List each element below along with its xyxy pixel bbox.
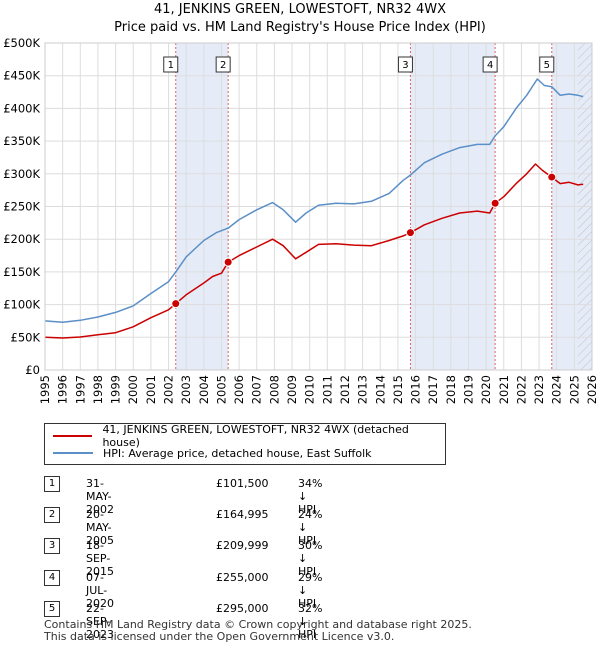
chart-title-line2: Price paid vs. HM Land Registry's House … xyxy=(114,20,486,35)
sale-point-marker xyxy=(223,257,233,267)
y-tick-label: £450K xyxy=(3,69,40,83)
sale-point-marker xyxy=(547,172,557,182)
price-chart: 1 2 3 4 5 £0 £50K £100K £150K £200K £250K £300K £35… xyxy=(3,36,599,404)
x-tick-label: 2019 xyxy=(461,375,475,404)
sale-label-number: 5 xyxy=(544,60,550,71)
x-tick-label: 2009 xyxy=(285,375,299,404)
transaction-hpi-diff: 24% ↓ HPI xyxy=(298,508,323,548)
x-tick-label: 1999 xyxy=(109,375,123,404)
transaction-price: £295,000 xyxy=(216,601,269,615)
y-tick-label: £50K xyxy=(11,330,41,344)
sale-label-number: 2 xyxy=(220,60,226,71)
y-tick-label: £400K xyxy=(3,101,40,115)
x-tick-label: 2025 xyxy=(567,375,581,404)
x-tick-label: 1996 xyxy=(56,375,70,404)
hpi-series-line xyxy=(44,78,584,324)
y-tick-label: £150K xyxy=(3,265,40,279)
x-tick-label: 2024 xyxy=(550,375,564,404)
y-tick-label: £100K xyxy=(3,298,40,312)
legend-label-property: 41, JENKINS GREEN, LOWESTOFT, NR32 4WX (… xyxy=(102,423,409,449)
y-tick-label: £200K xyxy=(3,232,40,246)
x-tick-label: 2010 xyxy=(303,375,317,404)
x-tick-label: 2013 xyxy=(356,375,370,404)
transaction-hpi-diff: 29% ↓ HPI xyxy=(298,570,323,610)
x-tick-label: 2007 xyxy=(250,375,264,404)
legend-label-hpi: HPI: Average price, detached house, East… xyxy=(103,446,372,460)
transaction-number-badge: 4 xyxy=(44,569,60,586)
transaction-number-badge: 5 xyxy=(44,600,60,617)
x-tick-label: 2005 xyxy=(214,375,228,404)
transaction-price: £101,500 xyxy=(216,477,269,490)
sale-label-box xyxy=(397,56,413,73)
sale-point-marker xyxy=(405,228,415,238)
x-tick-label: 2017 xyxy=(426,375,440,404)
sale-label-box xyxy=(482,56,498,73)
x-tick-label: 1997 xyxy=(73,375,87,404)
x-tick-label: 2022 xyxy=(514,375,528,404)
footer-line-1: Contains HM Land Registry data © Crown c… xyxy=(44,618,472,631)
x-tick-label: 2015 xyxy=(391,375,405,404)
transaction-number-badge: 1 xyxy=(44,476,60,492)
transaction-number-badge: 2 xyxy=(44,507,60,524)
transaction-price: £209,999 xyxy=(216,539,269,553)
x-tick-label: 2001 xyxy=(144,375,158,404)
sale-label-box xyxy=(163,56,179,73)
y-tick-label: £350K xyxy=(3,134,40,148)
legend-item-hpi: HPI: Average price, detached house, East… xyxy=(53,445,372,461)
sale-label-number: 4 xyxy=(487,60,493,71)
x-tick-label: 2023 xyxy=(532,375,546,404)
x-tick-label: 2008 xyxy=(267,375,281,404)
x-tick-label: 2003 xyxy=(179,375,193,404)
y-tick-label: £500K xyxy=(3,36,40,50)
transaction-hpi-diff: 34% ↓ HPI xyxy=(298,477,323,516)
x-tick-label: 2014 xyxy=(373,375,387,404)
sale-label-box xyxy=(539,56,555,73)
x-tick-label: 1998 xyxy=(91,375,105,404)
plot-area-border xyxy=(44,42,593,371)
x-tick-label: 2026 xyxy=(585,375,599,404)
sale-point-marker xyxy=(171,299,181,309)
x-tick-label: 2011 xyxy=(320,375,334,404)
transaction-date: 31-MAY-2002 xyxy=(86,477,114,516)
transaction-date: 18-SEP-2015 xyxy=(86,539,114,579)
x-tick-label: 2012 xyxy=(338,375,352,404)
footer-line-2: This data is licensed under the Open Gov… xyxy=(44,630,395,643)
y-tick-label: £0 xyxy=(25,363,40,377)
legend-line-hpi xyxy=(53,452,93,454)
transaction-price: £164,995 xyxy=(216,508,269,522)
transaction-price: £255,000 xyxy=(216,570,269,584)
property-series-line xyxy=(44,163,584,339)
legend-item-property: 41, JENKINS GREEN, LOWESTOFT, NR32 4WX (… xyxy=(53,423,445,449)
chart-title-line1: 41, JENKINS GREEN, LOWESTOFT, NR32 4WX xyxy=(154,2,446,17)
x-tick-label: 2020 xyxy=(479,375,493,404)
chart-legend: 41, JENKINS GREEN, LOWESTOFT, NR32 4WX (… xyxy=(44,423,446,465)
x-tick-label: 2004 xyxy=(197,375,211,404)
transaction-hpi-diff: 32% ↓ HPI xyxy=(298,601,323,641)
x-tick-label: 2016 xyxy=(409,375,423,404)
transaction-date: 22-SEP-2023 xyxy=(86,601,114,641)
transaction-hpi-diff: 30% ↓ HPI xyxy=(298,539,323,579)
x-tick-label: 2021 xyxy=(497,375,511,404)
footer-attribution: Contains HM Land Registry data © Crown c… xyxy=(44,619,472,643)
transaction-date: 07-JUL-2020 xyxy=(86,570,114,610)
x-tick-label: 2018 xyxy=(444,375,458,404)
y-tick-label: £250K xyxy=(3,200,40,214)
x-tick-label: 2000 xyxy=(126,375,140,404)
x-tick-label: 1995 xyxy=(38,375,52,404)
transaction-date: 20-MAY-2005 xyxy=(86,508,114,548)
sale-label-number: 1 xyxy=(168,60,174,71)
y-tick-label: £300K xyxy=(3,167,40,181)
sale-label-box xyxy=(215,56,231,73)
x-tick-label: 2006 xyxy=(232,375,246,404)
sale-label-number: 3 xyxy=(402,60,408,71)
transaction-number-badge: 3 xyxy=(44,538,60,555)
sale-point-marker xyxy=(490,198,500,208)
legend-line-property xyxy=(53,435,93,437)
x-tick-label: 2002 xyxy=(162,375,176,404)
